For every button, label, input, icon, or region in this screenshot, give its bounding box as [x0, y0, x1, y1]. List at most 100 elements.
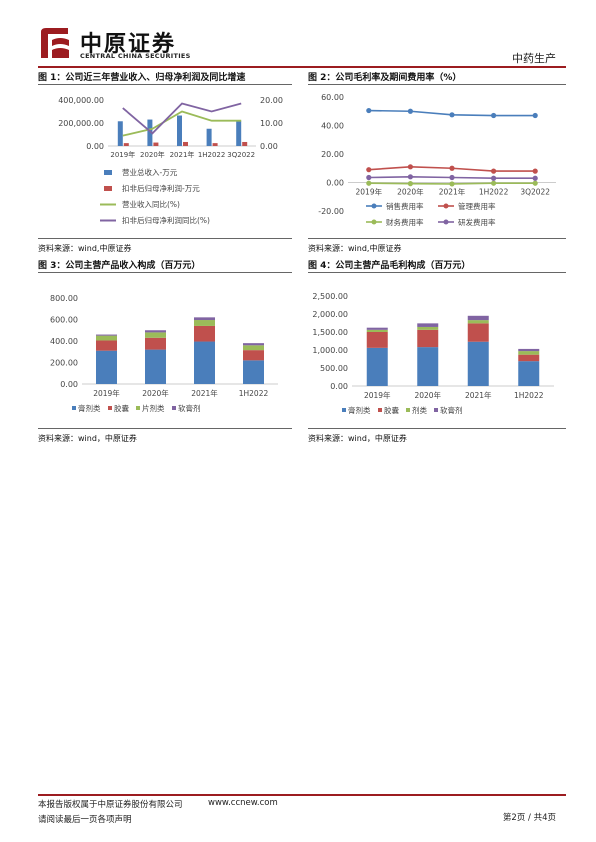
figure-3-title-rule: [38, 272, 292, 273]
legend-label: 剂类: [412, 405, 427, 415]
legend-label: 软膏剂: [178, 403, 201, 413]
bar-segment: [467, 341, 489, 386]
legend-swatch: [108, 406, 112, 410]
y-tick-label: 1,000.00: [312, 346, 348, 355]
figure-2-title: 图 2：公司毛利率及期间费用率（%）: [308, 73, 462, 83]
data-point: [366, 180, 372, 186]
data-point: [407, 164, 413, 170]
legend-label: 营业总收入-万元: [122, 167, 178, 177]
figure-3-source: 资料来源：wind，中原证券: [38, 434, 137, 443]
data-point: [407, 181, 413, 187]
y-tick-label: 0.00: [60, 380, 78, 389]
bar: [153, 142, 159, 146]
figure-2-bottom-rule: [308, 238, 566, 239]
figure-4-bottom-rule: [308, 428, 566, 429]
figure-1-title-rule: [38, 84, 292, 85]
bar-segment: [243, 343, 264, 346]
bar-segment: [366, 327, 388, 330]
legend-swatch: [72, 406, 76, 410]
legend-label: 片剂类: [142, 403, 165, 413]
bar-segment: [96, 350, 117, 384]
bar: [123, 143, 129, 146]
bar-segment: [518, 348, 540, 352]
data-point: [532, 180, 538, 186]
logo-text-cn: 中原证券: [80, 31, 177, 57]
y-tick-label: 600.00: [50, 316, 78, 325]
bar-segment: [417, 323, 439, 327]
legend-label: 扣非后归母净利润同比(%): [122, 215, 210, 225]
y-tick-label: 2,500.00: [312, 292, 348, 301]
legend-swatch: [172, 406, 176, 410]
y-tick-label: 400.00: [50, 337, 78, 346]
bar: [117, 121, 123, 146]
bar-segment: [467, 320, 489, 324]
bar: [147, 119, 153, 146]
data-point: [491, 168, 497, 174]
bar-segment: [366, 332, 388, 348]
y-tick-label: 800.00: [50, 294, 78, 303]
data-point: [491, 180, 497, 186]
legend-swatch: [104, 170, 112, 175]
legend-swatch: [434, 408, 438, 412]
bar-segment: [194, 317, 215, 321]
legend-label: 销售费用率: [386, 201, 424, 211]
bar-segment: [417, 329, 439, 348]
bar-segment: [145, 349, 166, 384]
legend-label: 胶囊: [114, 403, 129, 413]
bar-segment: [145, 330, 166, 333]
data-point: [449, 165, 455, 171]
x-tick-label: 2021年: [170, 150, 195, 159]
data-point: [532, 168, 538, 174]
y-tick-label: -20.00: [318, 207, 344, 216]
footer-website-link[interactable]: www.ccnew.com: [208, 798, 278, 808]
legend-swatch: [136, 406, 140, 410]
series-line: [122, 102, 242, 135]
x-tick-label: 2021年: [465, 390, 492, 400]
bar: [236, 120, 242, 146]
x-tick-label: 2019年: [93, 388, 120, 398]
legend-swatch: [378, 408, 382, 412]
bar: [242, 141, 248, 146]
legend-swatch: [342, 408, 346, 412]
bar: [177, 115, 182, 146]
bar: [212, 143, 218, 146]
data-point: [491, 175, 497, 181]
legend-marker: [443, 203, 449, 209]
figure-3-bottom-rule: [38, 428, 292, 429]
x-tick-label: 1H2022: [479, 188, 509, 197]
y-tick-label: 20.00: [321, 150, 344, 159]
bar-segment: [96, 335, 117, 341]
bar-segment: [366, 329, 388, 332]
bar-segment: [417, 326, 439, 330]
right-axis-tick-label: 20.00: [260, 96, 283, 105]
bar-segment: [243, 345, 264, 351]
figure-3-title: 图 3：公司主营产品收入构成（百万元）: [38, 261, 201, 271]
y-tick-label: 1,500.00: [312, 328, 348, 337]
legend-swatch: [406, 408, 410, 412]
bar-segment: [467, 323, 489, 342]
x-tick-label: 3Q2022: [227, 151, 255, 159]
data-point: [407, 108, 413, 114]
bar-segment: [518, 354, 540, 362]
x-tick-label: 1H2022: [514, 391, 544, 400]
legend-label: 软膏剂: [440, 405, 463, 415]
figure-1-chart: 400,000.00 200,000.00 0.00 20.00 10.00 0.00 20…: [58, 96, 283, 225]
figure-2-title-rule: [308, 84, 566, 85]
footer-disclaimer: 请阅读最后一页各项声明: [38, 815, 132, 825]
right-axis-tick-label: 0.00: [260, 142, 278, 151]
legend-swatch: [104, 186, 112, 191]
bar-segment: [417, 347, 439, 386]
bar: [183, 141, 188, 146]
y-tick-label: 40.00: [321, 122, 344, 131]
data-point: [366, 107, 372, 114]
x-tick-label: 2020年: [414, 390, 441, 400]
legend-marker: [371, 203, 377, 209]
footer-page-number: 第2页 / 共4页: [502, 813, 556, 823]
logo-text-en: CENTRAL CHINA SECURITIES: [80, 52, 191, 60]
x-tick-label: 1H2022: [198, 151, 226, 159]
bar-segment: [243, 350, 264, 361]
x-tick-label: 2020年: [397, 187, 424, 197]
figure-1-bottom-rule: [38, 238, 292, 239]
x-tick-label: 2019年: [356, 187, 383, 197]
series-line: [122, 110, 242, 137]
